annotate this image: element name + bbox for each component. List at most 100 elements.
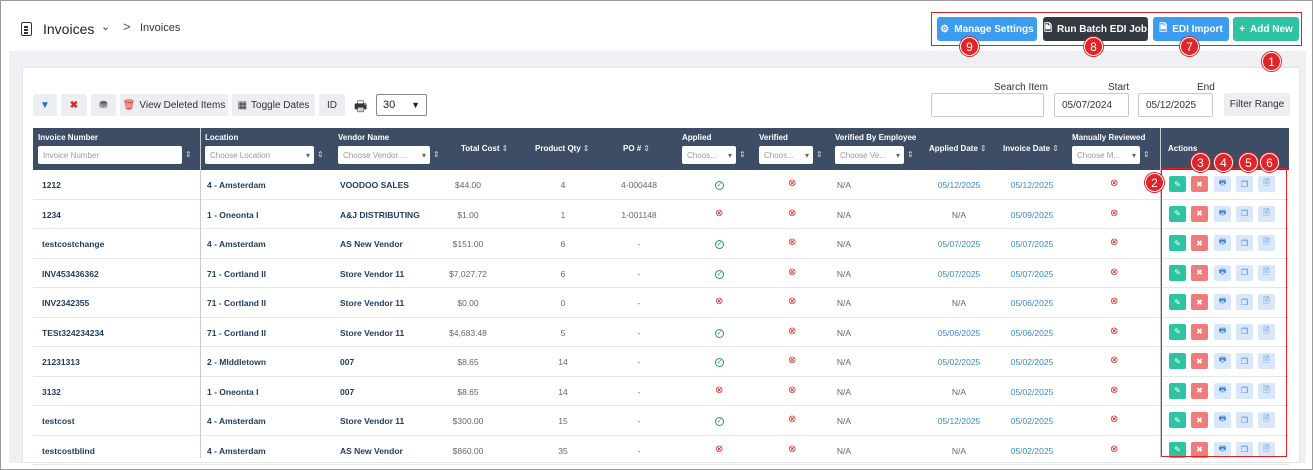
sort-icon[interactable]: ⇕ <box>907 150 914 159</box>
manage-settings-button[interactable]: ⚙ Manage Settings <box>937 17 1037 41</box>
document-button[interactable]: 🗎 <box>1258 264 1275 281</box>
invoice-number-cell[interactable]: 1212 <box>42 180 61 190</box>
col-location[interactable]: Location <box>205 133 239 142</box>
manually-reviewed-filter[interactable]: Choose M... ▾ <box>1072 146 1140 164</box>
edit-button[interactable]: ✎ <box>1169 412 1186 428</box>
table-row[interactable]: INV2342355 71 - Cortland II Store Vendor 1… <box>33 288 1289 318</box>
delete-button[interactable]: ✖ <box>1191 205 1208 222</box>
print-button[interactable]: 🖶 <box>1214 235 1231 251</box>
archive-button[interactable]: ⛃ <box>91 94 116 116</box>
applied-filter[interactable]: Choos... ▾ <box>682 146 736 164</box>
print-button[interactable]: 🖶 <box>1214 264 1231 281</box>
table-row[interactable]: 1212 4 - Amsterdam VOODOO SALES $44.00 4 4-00… <box>33 170 1289 200</box>
invoice-number-filter[interactable]: Invoice Number <box>38 146 182 164</box>
verified-by-filter[interactable]: Choose Ve... ▾ <box>835 146 904 164</box>
document-button[interactable]: 🗎 <box>1258 205 1275 222</box>
edit-button[interactable]: ✎ <box>1169 176 1186 192</box>
edit-button[interactable]: ✎ <box>1169 205 1186 222</box>
document-button[interactable]: 🗎 <box>1258 353 1275 369</box>
copy-button[interactable]: ❐ <box>1236 294 1253 310</box>
col-verified[interactable]: Verified <box>759 133 788 142</box>
table-row[interactable]: TESt324234234 71 - Cortland II Store Vendo… <box>33 318 1289 347</box>
delete-button[interactable]: ✖ <box>1191 235 1208 251</box>
copy-button[interactable]: ❐ <box>1236 382 1253 399</box>
document-button[interactable]: 🗎 <box>1258 176 1275 192</box>
sort-icon[interactable]: ⇕ <box>1143 150 1150 159</box>
filter-button[interactable]: ▼ <box>33 94 57 116</box>
table-row[interactable]: testcostblind 4 - Amsterdam AS New Vendor $… <box>33 436 1289 465</box>
document-button[interactable]: 🗎 <box>1258 235 1275 251</box>
print-button[interactable]: 🖶 <box>1214 382 1231 399</box>
print-icon[interactable]: 🖶 <box>354 98 368 114</box>
breadcrumb-title[interactable]: Invoices <box>43 21 95 37</box>
location-filter[interactable]: Choose Location ▾ <box>205 146 314 164</box>
copy-button[interactable]: ❐ <box>1236 235 1253 251</box>
table-row[interactable]: testcostchange 4 - Amsterdam AS New Vendor… <box>33 229 1289 259</box>
print-button[interactable]: 🖶 <box>1214 294 1231 310</box>
edit-button[interactable]: ✎ <box>1169 441 1186 458</box>
copy-button[interactable]: ❐ <box>1236 176 1253 192</box>
invoice-number-cell[interactable]: 1234 <box>42 209 61 220</box>
end-date-input[interactable]: 05/12/2025 <box>1138 93 1213 117</box>
invoice-number-cell[interactable]: testcostblind <box>42 445 95 456</box>
table-row[interactable]: 21231313 2 - MIddletown 007 $8.65 14 - N/A ✓ ⊗ 05… <box>33 347 1289 377</box>
delete-button[interactable]: ✖ <box>1191 264 1208 281</box>
copy-button[interactable]: ❐ <box>1236 323 1253 340</box>
filter-range-button[interactable]: Filter Range <box>1224 93 1290 116</box>
col-applied[interactable]: Applied <box>682 133 712 142</box>
copy-button[interactable]: ❐ <box>1236 353 1253 369</box>
table-row[interactable]: 1234 1 - Oneonta I A&J DISTRIBUTING $1.00 1 1… <box>33 200 1289 229</box>
copy-button[interactable]: ❐ <box>1236 264 1253 281</box>
invoice-number-cell[interactable]: INV453436362 <box>42 268 99 279</box>
col-invoice-number[interactable]: Invoice Number <box>38 133 99 142</box>
col-product-qty[interactable]: Product Qty ⇕ <box>535 144 589 153</box>
col-vendor-name[interactable]: Vendor Name <box>338 133 390 142</box>
copy-button[interactable]: ❐ <box>1236 412 1253 428</box>
print-button[interactable]: 🖶 <box>1214 353 1231 369</box>
delete-button[interactable]: ✖ <box>1191 176 1208 192</box>
invoice-number-cell[interactable]: 3132 <box>42 386 61 397</box>
sort-icon[interactable]: ⇕ <box>433 150 440 159</box>
document-button[interactable]: 🗎 <box>1258 441 1275 458</box>
edit-button[interactable]: ✎ <box>1169 264 1186 281</box>
start-date-input[interactable]: 05/07/2024 <box>1054 93 1129 117</box>
table-row[interactable]: INV453436362 71 - Cortland II Store Vendor… <box>33 259 1289 288</box>
col-verified-by[interactable]: Verified By Employee <box>835 133 917 142</box>
edit-button[interactable]: ✎ <box>1169 294 1186 310</box>
add-new-button[interactable]: + Add New <box>1233 17 1299 41</box>
edit-button[interactable]: ✎ <box>1169 353 1186 369</box>
print-button[interactable]: 🖶 <box>1214 441 1231 458</box>
document-button[interactable]: 🗎 <box>1258 382 1275 399</box>
delete-button[interactable]: ✖ <box>1191 382 1208 399</box>
copy-button[interactable]: ❐ <box>1236 205 1253 222</box>
search-item-input[interactable] <box>931 93 1044 117</box>
clear-filter-button[interactable]: ✖ <box>61 94 87 116</box>
document-button[interactable]: 🗎 <box>1258 323 1275 340</box>
delete-button[interactable]: ✖ <box>1191 294 1208 310</box>
chevron-down-icon[interactable]: ⌄ <box>101 21 111 33</box>
print-button[interactable]: 🖶 <box>1214 176 1231 192</box>
run-batch-edi-button[interactable]: 🗎 Run Batch EDI Job <box>1043 17 1148 41</box>
invoice-number-cell[interactable]: INV2342355 <box>42 298 90 308</box>
page-size-select[interactable]: 30 ▼ <box>376 94 427 116</box>
delete-button[interactable]: ✖ <box>1191 441 1208 458</box>
delete-button[interactable]: ✖ <box>1191 323 1208 340</box>
col-total-cost[interactable]: Total Cost ⇕ <box>461 144 508 153</box>
invoice-number-cell[interactable]: testcost <box>42 416 75 426</box>
view-deleted-button[interactable]: 🗑 View Deleted Items <box>120 94 228 116</box>
col-po[interactable]: PO # ⇕ <box>623 144 650 153</box>
edit-button[interactable]: ✎ <box>1169 235 1186 251</box>
document-button[interactable]: 🗎 <box>1258 412 1275 428</box>
edit-button[interactable]: ✎ <box>1169 382 1186 399</box>
print-button[interactable]: 🖶 <box>1214 412 1231 428</box>
sort-icon[interactable]: ⇕ <box>185 150 192 159</box>
edit-button[interactable]: ✎ <box>1169 323 1186 340</box>
toggle-dates-button[interactable]: ▦ Toggle Dates <box>232 94 315 116</box>
col-invoice-date[interactable]: Invoice Date ⇕ <box>1003 144 1059 153</box>
print-button[interactable]: 🖶 <box>1214 205 1231 222</box>
col-manually-reviewed[interactable]: Manually Reviewed <box>1072 133 1146 142</box>
sort-icon[interactable]: ⇕ <box>816 150 823 159</box>
delete-button[interactable]: ✖ <box>1191 412 1208 428</box>
sort-icon[interactable]: ⇕ <box>317 150 324 159</box>
col-applied-date[interactable]: Applied Date ⇕ <box>929 144 987 153</box>
